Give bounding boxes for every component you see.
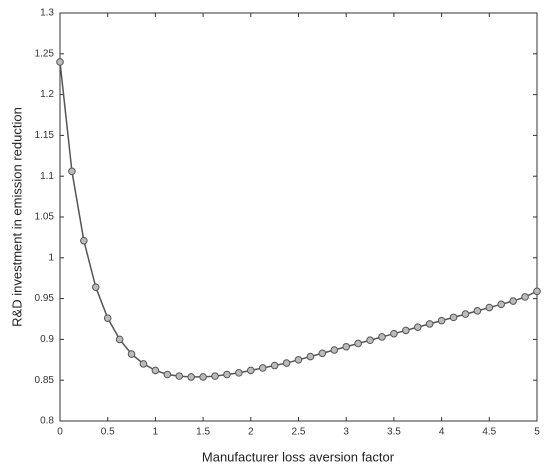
data-point: [497, 300, 506, 309]
y-tick-label: 1: [48, 252, 54, 263]
data-point: [127, 350, 136, 358]
data-point: [354, 339, 362, 348]
y-tick-label: 1.1: [40, 171, 54, 182]
y-tick-label: 0.8: [40, 416, 54, 427]
data-point: [342, 342, 351, 351]
x-tick-label: 1: [153, 427, 159, 438]
x-tick-label: 0.5: [101, 427, 115, 438]
x-tick-label: 2.5: [292, 427, 306, 438]
x-tick-label: 3: [343, 427, 349, 438]
x-tick-label: 5: [534, 427, 540, 438]
data-point: [282, 359, 291, 367]
y-tick-label: 0.9: [40, 334, 54, 345]
data-point: [485, 303, 494, 312]
data-point: [103, 314, 112, 322]
data-point: [413, 323, 422, 331]
x-tick-label: 1.5: [196, 427, 210, 438]
data-point: [115, 335, 124, 344]
data-point: [91, 283, 100, 291]
x-tick-label: 4: [439, 427, 445, 438]
data-point: [258, 364, 267, 372]
data-point: [461, 310, 470, 318]
data-point: [294, 356, 303, 364]
x-tick-label: 3.5: [387, 427, 401, 438]
data-point: [163, 370, 172, 379]
data-point: [509, 297, 517, 305]
data-point: [247, 366, 255, 375]
y-tick-label: 0.95: [35, 293, 55, 304]
x-axis-label: Manufacturer loss aversion factor: [202, 449, 395, 464]
x-tick-label: 0: [57, 427, 63, 438]
data-point: [473, 307, 482, 315]
data-point: [521, 293, 529, 301]
data-point: [437, 316, 446, 325]
data-point: [533, 287, 541, 296]
y-tick-label: 1.15: [35, 130, 55, 141]
y-tick-label: 1.05: [35, 212, 55, 223]
data-point: [80, 236, 88, 245]
data-point: [187, 373, 195, 381]
data-point: [402, 326, 410, 335]
data-point: [270, 361, 279, 370]
data-point: [378, 333, 386, 341]
y-axis-label: R&D investment in emission reduction: [9, 107, 24, 327]
data-line: [59, 61, 538, 378]
x-tick-label: 2: [248, 427, 254, 438]
data-point: [330, 346, 339, 354]
data-point: [211, 372, 219, 380]
y-tick-label: 1.3: [40, 8, 54, 19]
y-tick-label: 1.25: [35, 48, 55, 59]
data-point: [175, 372, 184, 380]
y-tick-label: 1.2: [40, 89, 54, 100]
data-point: [235, 369, 243, 377]
data-point: [390, 329, 398, 338]
data-point: [68, 167, 76, 176]
x-tick-label: 4.5: [482, 427, 496, 438]
data-point: [306, 352, 315, 361]
data-point: [425, 320, 434, 328]
data-point: [56, 58, 64, 66]
y-tick-label: 0.85: [35, 375, 55, 386]
data-point: [223, 370, 231, 379]
data-point: [151, 366, 160, 375]
data-point: [318, 349, 327, 358]
data-point: [366, 336, 374, 345]
data-point: [139, 360, 148, 368]
data-point: [449, 313, 458, 322]
data-point: [199, 373, 207, 381]
